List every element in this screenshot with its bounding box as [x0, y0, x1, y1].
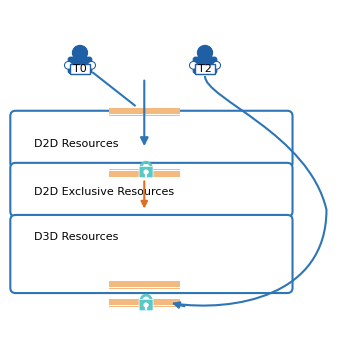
FancyBboxPatch shape — [10, 163, 293, 217]
FancyBboxPatch shape — [109, 285, 180, 287]
FancyBboxPatch shape — [109, 306, 180, 307]
Text: D3D Resources: D3D Resources — [33, 232, 118, 243]
Circle shape — [66, 63, 71, 68]
Circle shape — [144, 170, 148, 174]
FancyBboxPatch shape — [109, 112, 180, 114]
FancyBboxPatch shape — [109, 281, 180, 283]
Circle shape — [191, 63, 196, 68]
FancyBboxPatch shape — [195, 64, 215, 74]
FancyBboxPatch shape — [109, 169, 180, 170]
FancyBboxPatch shape — [75, 69, 85, 74]
FancyBboxPatch shape — [109, 173, 180, 175]
FancyBboxPatch shape — [193, 57, 217, 74]
Text: T2: T2 — [198, 64, 212, 74]
FancyBboxPatch shape — [10, 111, 293, 168]
FancyBboxPatch shape — [68, 57, 92, 74]
Circle shape — [214, 63, 219, 68]
FancyBboxPatch shape — [109, 110, 180, 112]
FancyBboxPatch shape — [109, 171, 180, 173]
FancyBboxPatch shape — [109, 299, 180, 301]
Text: D2D Exclusive Resources: D2D Exclusive Resources — [33, 187, 174, 197]
FancyBboxPatch shape — [109, 114, 180, 116]
FancyBboxPatch shape — [109, 303, 180, 305]
FancyBboxPatch shape — [10, 215, 293, 293]
FancyBboxPatch shape — [109, 108, 180, 110]
Text: T0: T0 — [73, 64, 87, 74]
FancyBboxPatch shape — [139, 166, 153, 178]
FancyBboxPatch shape — [70, 64, 90, 74]
Circle shape — [198, 46, 212, 60]
FancyBboxPatch shape — [109, 287, 180, 289]
FancyBboxPatch shape — [109, 301, 180, 303]
FancyBboxPatch shape — [200, 69, 210, 74]
Text: D2D Resources: D2D Resources — [33, 139, 118, 149]
Circle shape — [65, 62, 72, 69]
Circle shape — [89, 63, 94, 68]
Circle shape — [72, 46, 87, 60]
FancyBboxPatch shape — [109, 175, 180, 177]
FancyBboxPatch shape — [109, 284, 180, 285]
Circle shape — [144, 303, 148, 307]
Circle shape — [190, 62, 197, 69]
Circle shape — [213, 62, 220, 69]
FancyBboxPatch shape — [139, 299, 153, 311]
Circle shape — [88, 62, 95, 69]
